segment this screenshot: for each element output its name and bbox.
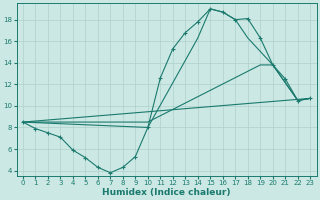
X-axis label: Humidex (Indice chaleur): Humidex (Indice chaleur)	[102, 188, 231, 197]
